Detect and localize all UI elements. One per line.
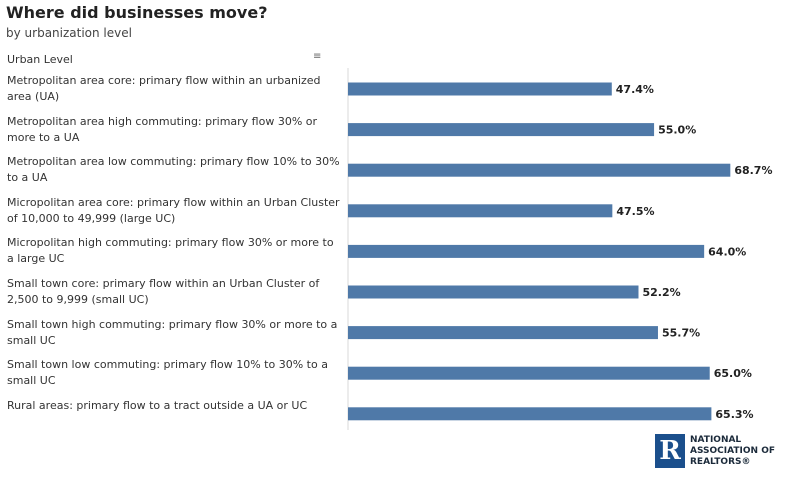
category-label: Metropolitan area high commuting: primar…	[7, 114, 318, 144]
bar[interactable]	[348, 82, 612, 96]
category-label: Small town core: primary flow within an …	[7, 277, 320, 306]
bar[interactable]	[348, 163, 731, 177]
category-label: Micropolitan area core: primary flow wit…	[7, 195, 340, 225]
category-label: Small town high commuting: primary flow …	[7, 317, 338, 347]
bar-value-label: 64.0%	[708, 245, 746, 258]
bar[interactable]	[348, 366, 710, 380]
bar-value-label: 55.7%	[662, 327, 700, 340]
bar[interactable]	[348, 204, 613, 218]
column-header[interactable]: Urban Level	[7, 53, 73, 66]
bar[interactable]	[348, 244, 705, 258]
bar[interactable]	[348, 326, 658, 340]
bar-value-label: 47.4%	[616, 83, 654, 96]
sort-icon[interactable]: ≡	[313, 51, 322, 62]
category-label: Rural areas: primary flow to a tract out…	[7, 398, 308, 412]
bar-value-label: 65.0%	[714, 367, 752, 380]
category-label: Metropolitan area low commuting: primary…	[7, 155, 340, 185]
bar-value-label: 47.5%	[616, 205, 654, 218]
nar-logo: R NATIONAL ASSOCIATION OF REALTORS®	[655, 434, 795, 468]
realtor-r-icon: R	[655, 434, 685, 468]
bar[interactable]	[348, 123, 655, 137]
bar[interactable]	[348, 285, 639, 299]
category-label: Metropolitan area core: primary flow wit…	[7, 74, 321, 103]
bar[interactable]	[348, 407, 712, 421]
category-label: Micropolitan high commuting: primary flo…	[7, 236, 334, 266]
bar-value-label: 55.0%	[658, 124, 696, 137]
chart-subtitle: by urbanization level	[6, 26, 132, 40]
category-label: Small town low commuting: primary flow 1…	[7, 358, 328, 388]
bar-value-label: 65.3%	[715, 408, 753, 421]
bar-value-label: 68.7%	[734, 164, 772, 177]
bar-value-label: 52.2%	[642, 286, 680, 299]
chart-title: Where did businesses move?	[6, 3, 268, 22]
logo-text: NATIONAL ASSOCIATION OF REALTORS®	[690, 435, 775, 467]
